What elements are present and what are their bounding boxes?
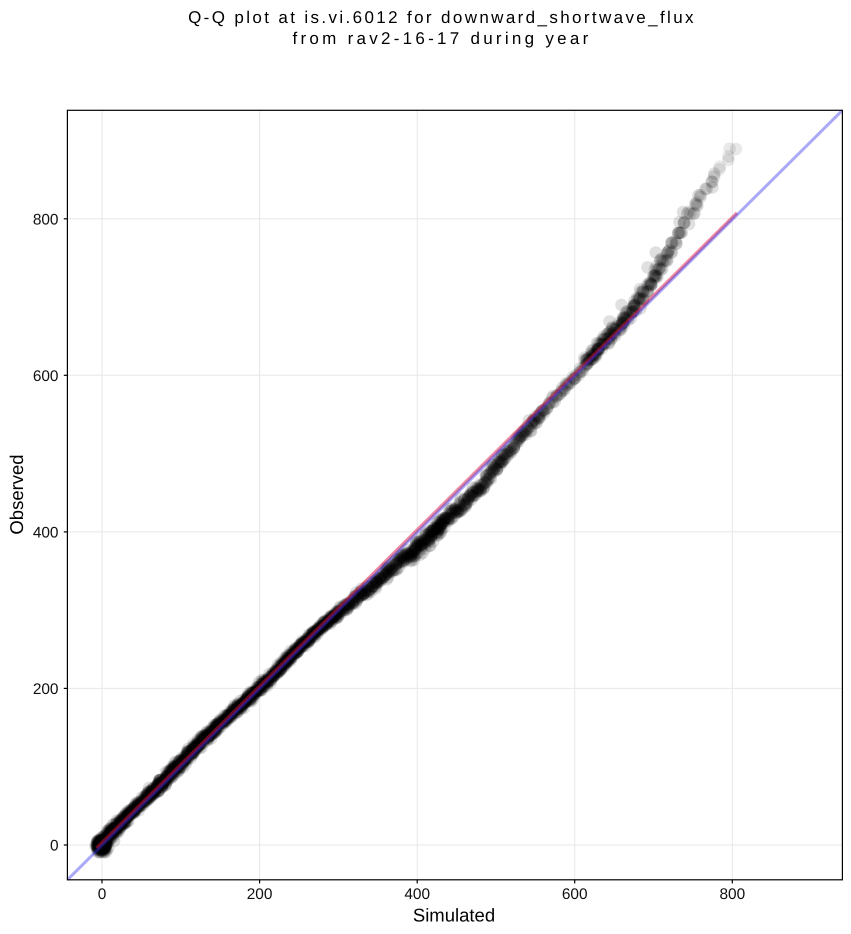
svg-text:400: 400 — [404, 886, 430, 903]
svg-text:600: 600 — [562, 886, 588, 903]
svg-text:200: 200 — [33, 681, 59, 698]
svg-text:400: 400 — [33, 524, 59, 541]
svg-text:Q-Q plot at is.vi.6012 for dow: Q-Q plot at is.vi.6012 for downward_shor… — [188, 8, 696, 27]
svg-text:0: 0 — [98, 886, 107, 903]
svg-text:Observed: Observed — [6, 454, 27, 534]
svg-text:Simulated: Simulated — [413, 904, 495, 925]
svg-text:200: 200 — [247, 886, 273, 903]
svg-text:from rav2-16-17 during year: from rav2-16-17 during year — [293, 29, 592, 48]
svg-text:600: 600 — [33, 368, 59, 385]
svg-text:0: 0 — [50, 838, 59, 855]
svg-text:800: 800 — [33, 211, 59, 228]
svg-text:800: 800 — [719, 886, 745, 903]
